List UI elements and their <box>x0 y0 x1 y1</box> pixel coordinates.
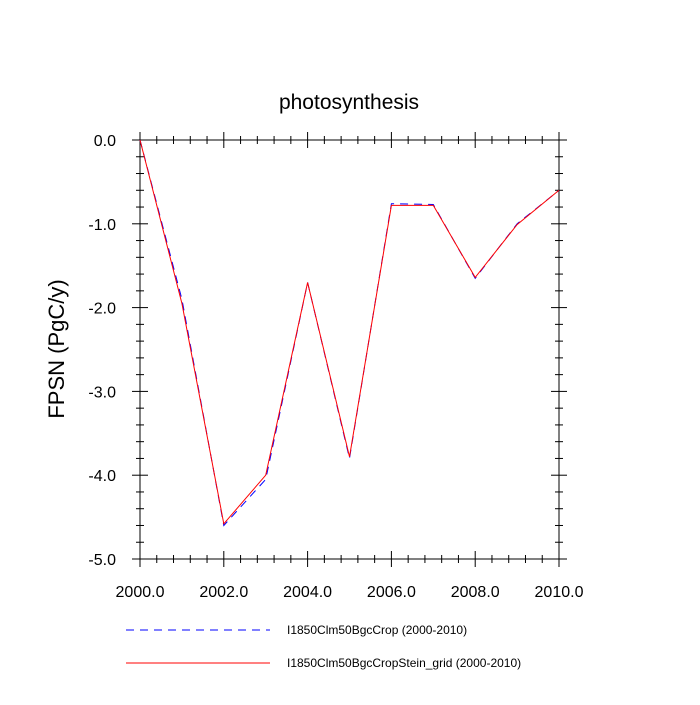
y-axis: 0.0 -1.0 -2.0 -3.0 -4.0 -5.0 <box>88 133 567 569</box>
legend-label-2: I1850Clm50BgcCropStein_grid (2000-2010) <box>287 656 521 670</box>
y-tick-label: -4.0 <box>88 468 116 485</box>
y-tick-label: -3.0 <box>88 384 116 401</box>
series-lines <box>139 139 560 527</box>
x-tick-label: 2000.0 <box>116 584 165 601</box>
x-tick-label: 2010.0 <box>535 584 584 601</box>
x-tick-label: 2002.0 <box>199 584 248 601</box>
y-axis-label: FPSN (PgC/y) <box>44 279 69 418</box>
x-axis: 2000.0 2002.0 2004.0 2006.0 2008.0 2010.0 <box>116 132 584 601</box>
y-tick-label: -1.0 <box>88 217 116 234</box>
y-tick-label: 0.0 <box>94 133 116 150</box>
plot-frame <box>139 139 560 560</box>
chart-title: photosynthesis <box>279 91 419 114</box>
minor-ticks <box>136 136 563 563</box>
legend: I1850Clm50BgcCrop (2000-2010) I1850Clm50B… <box>126 623 521 670</box>
series-line-1 <box>139 139 560 527</box>
x-tick-label: 2006.0 <box>367 584 416 601</box>
series-line-2 <box>139 139 560 525</box>
legend-label-1: I1850Clm50BgcCrop (2000-2010) <box>287 623 467 637</box>
y-tick-label: -2.0 <box>88 301 116 318</box>
x-tick-label: 2004.0 <box>283 584 332 601</box>
y-tick-label: -5.0 <box>88 552 116 569</box>
x-tick-label: 2008.0 <box>451 584 500 601</box>
